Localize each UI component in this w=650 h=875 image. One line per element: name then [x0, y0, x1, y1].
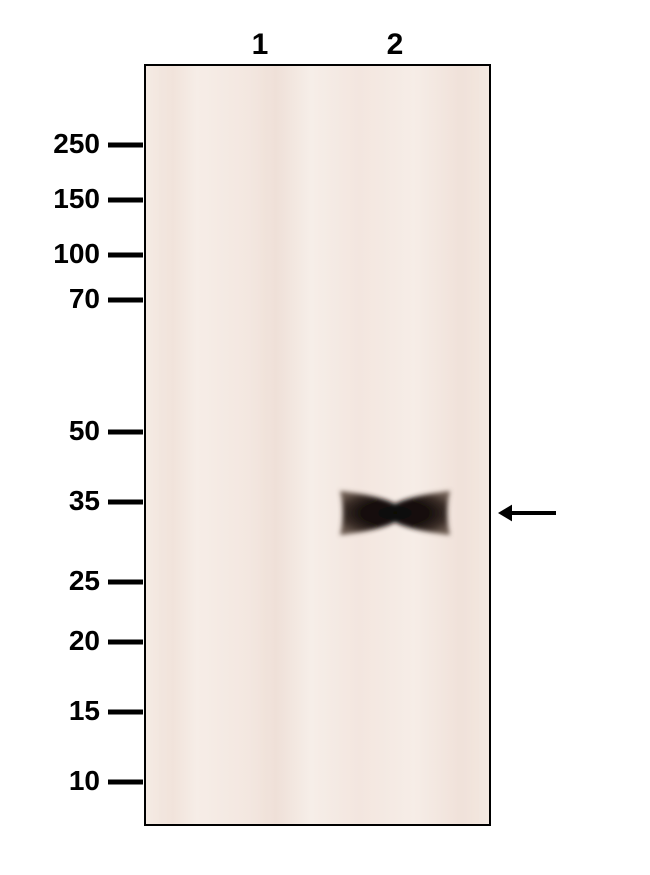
lane-label-1: 1 — [240, 28, 280, 62]
mw-ticks — [108, 143, 143, 785]
membrane-background — [145, 65, 490, 825]
mw-tick — [108, 780, 143, 785]
mw-label-150: 150 — [53, 183, 100, 215]
mw-label-50: 50 — [69, 415, 100, 447]
mw-tick — [108, 580, 143, 585]
blot-canvas: 1 2 250 150 100 70 50 35 25 20 15 10 — [0, 0, 650, 870]
mw-label-35: 35 — [69, 485, 100, 517]
mw-label-25: 25 — [69, 565, 100, 597]
mw-label-15: 15 — [69, 695, 100, 727]
mw-tick — [108, 298, 143, 303]
mw-label-100: 100 — [53, 238, 100, 270]
mw-label-20: 20 — [69, 625, 100, 657]
mw-tick — [108, 710, 143, 715]
mw-tick — [108, 143, 143, 148]
mw-label-70: 70 — [69, 283, 100, 315]
mw-tick — [108, 500, 143, 505]
lane-label-2: 2 — [375, 28, 415, 62]
mw-tick — [108, 640, 143, 645]
band-arrow — [498, 505, 556, 522]
mw-label-10: 10 — [69, 765, 100, 797]
mw-tick — [108, 430, 143, 435]
mw-label-250: 250 — [53, 128, 100, 160]
mw-tick — [108, 198, 143, 203]
mw-tick — [108, 253, 143, 258]
